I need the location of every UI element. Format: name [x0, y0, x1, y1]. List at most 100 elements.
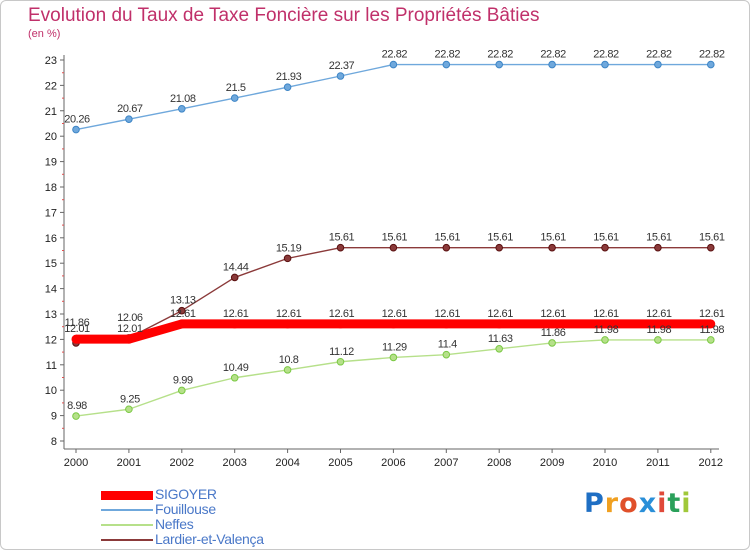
point-lardier-et-valen-a: [230, 273, 239, 282]
data-label-fouillouse: 22.82: [593, 49, 619, 61]
data-label-fouillouse: 22.82: [487, 49, 513, 61]
data-label-lardier-et-valen-a: 11.86: [65, 317, 90, 329]
point-fouillouse: [72, 125, 80, 134]
point-sigoyer: [600, 319, 610, 329]
point-fouillouse: [548, 60, 556, 69]
data-label-fouillouse: 21.93: [276, 71, 302, 83]
data-label-lardier-et-valen-a: 15.61: [540, 232, 566, 244]
point-fouillouse: [230, 94, 239, 102]
data-label-lardier-et-valen-a: 15.61: [329, 232, 355, 244]
point-lardier-et-valen-a: [654, 243, 662, 252]
logo-letter: o: [619, 488, 639, 519]
legend-label-sigoyer: SIGOYER: [155, 486, 217, 502]
point-sigoyer: [283, 319, 293, 329]
proxiti-logo: Proxiti: [584, 488, 692, 519]
point-fouillouse: [283, 83, 292, 91]
point-lardier-et-valen-a: [601, 243, 609, 252]
data-label-sigoyer: 12.61: [593, 308, 619, 320]
y-tick-label: 17: [45, 207, 57, 219]
point-fouillouse: [178, 104, 186, 113]
data-label-lardier-et-valen-a: 15.61: [487, 232, 513, 244]
y-tick-label: 18: [45, 182, 57, 194]
point-sigoyer: [71, 334, 81, 344]
y-tick-label: 15: [45, 258, 57, 270]
data-label-fouillouse: 22.82: [540, 49, 566, 61]
y-tick-label: 20: [45, 131, 57, 143]
x-tick-label: 2006: [381, 457, 405, 469]
legend-swatch-fouillouse: [101, 509, 153, 511]
data-label-lardier-et-valen-a: 13.13: [170, 295, 196, 307]
y-tick-label: 19: [45, 157, 57, 169]
legend-swatch-lardier-et-valen-a: [101, 539, 153, 541]
point-neffes: [283, 366, 292, 374]
x-tick-label: 2004: [275, 457, 299, 469]
data-label-neffes: 11.29: [382, 341, 407, 353]
logo-letter: P: [584, 488, 605, 519]
logo-letter: x: [638, 488, 658, 519]
data-label-sigoyer: 12.61: [540, 308, 566, 320]
data-label-fouillouse: 22.82: [382, 49, 408, 61]
y-tick-label: 12: [45, 334, 57, 346]
point-sigoyer: [547, 319, 557, 329]
legend-label-neffes: Neffes: [155, 516, 194, 532]
data-label-lardier-et-valen-a: 15.61: [646, 232, 672, 244]
point-neffes: [548, 339, 556, 347]
x-tick-label: 2010: [593, 457, 617, 469]
data-label-fouillouse: 22.82: [699, 49, 725, 61]
data-label-neffes: 9.25: [120, 393, 140, 405]
data-label-neffes: 11.98: [647, 324, 672, 336]
x-tick-label: 2012: [699, 457, 723, 469]
point-sigoyer: [706, 319, 716, 329]
data-label-sigoyer: 12.01: [117, 323, 143, 335]
x-tick-label: 2005: [328, 457, 352, 469]
point-lardier-et-valen-a: [283, 254, 292, 263]
data-label-neffes: 11.63: [488, 333, 513, 345]
data-label-sigoyer: 12.61: [382, 308, 408, 320]
x-tick-label: 2003: [222, 457, 246, 469]
x-tick-label: 2009: [540, 457, 564, 469]
data-label-lardier-et-valen-a: 15.61: [382, 232, 408, 244]
point-neffes: [601, 336, 609, 344]
data-label-neffes: 11.12: [329, 346, 354, 358]
point-sigoyer: [336, 319, 345, 329]
point-neffes: [178, 386, 186, 395]
data-label-sigoyer: 12.61: [276, 308, 302, 320]
data-label-fouillouse: 22.37: [329, 60, 355, 72]
logo-letter: i: [681, 488, 692, 519]
logo-letter: i: [657, 488, 668, 519]
point-lardier-et-valen-a: [178, 306, 186, 315]
unit-label: (en %): [28, 28, 61, 40]
point-lardier-et-valen-a: [389, 243, 398, 252]
point-sigoyer: [441, 319, 451, 329]
data-label-neffes: 11.4: [438, 339, 457, 351]
point-neffes: [389, 353, 398, 362]
data-label-fouillouse: 20.67: [117, 103, 143, 115]
point-neffes: [125, 405, 133, 414]
x-tick-label: 2011: [646, 457, 670, 469]
y-tick-label: 14: [45, 284, 57, 296]
data-label-neffes: 11.98: [594, 324, 619, 336]
y-tick-label: 16: [45, 233, 57, 245]
point-fouillouse: [125, 115, 133, 123]
x-tick-label: 2007: [434, 457, 458, 469]
data-label-sigoyer: 12.61: [699, 308, 725, 320]
data-label-neffes: 8.98: [67, 400, 87, 412]
data-label-neffes: 11.98: [699, 324, 724, 336]
point-lardier-et-valen-a: [336, 243, 345, 252]
data-label-neffes: 10.8: [279, 354, 299, 366]
point-fouillouse: [601, 60, 609, 69]
data-label-lardier-et-valen-a: 15.61: [699, 232, 725, 244]
point-lardier-et-valen-a: [707, 243, 715, 252]
point-sigoyer: [124, 334, 134, 344]
y-tick-label: 13: [45, 309, 57, 321]
y-tick-label: 23: [45, 55, 57, 67]
legend-swatch-neffes: [101, 524, 153, 526]
data-label-sigoyer: 12.01: [64, 323, 90, 335]
data-label-fouillouse: 22.82: [646, 49, 672, 61]
point-sigoyer: [230, 319, 240, 329]
data-label-fouillouse: 22.82: [435, 49, 461, 61]
point-fouillouse: [495, 60, 504, 69]
data-label-lardier-et-valen-a: 15.61: [435, 232, 461, 244]
data-label-sigoyer: 12.61: [487, 308, 513, 320]
